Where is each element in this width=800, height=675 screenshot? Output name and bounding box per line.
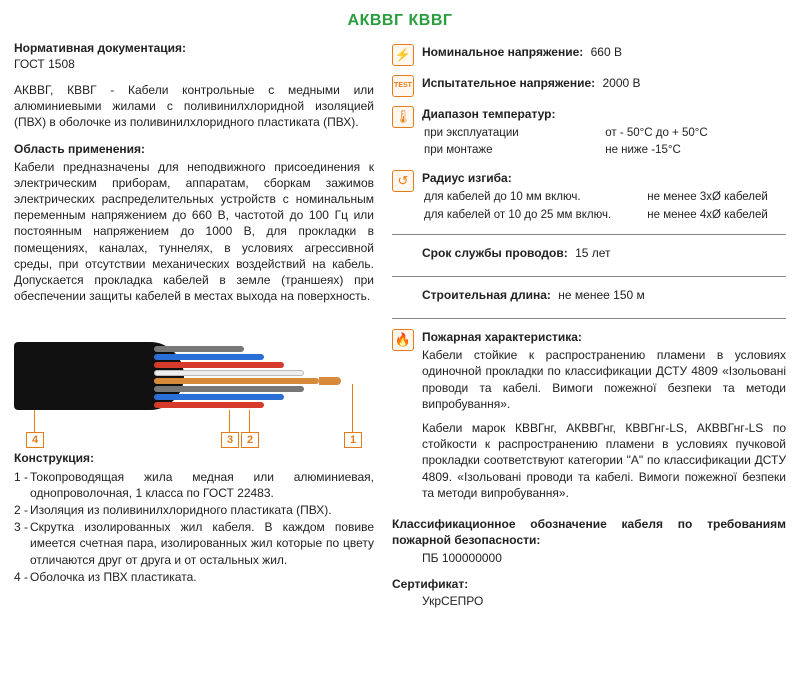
classification-value: ПБ 100000000 xyxy=(422,550,786,566)
right-column: ⚡ Номинальное напряжение: 660 В TEST Исп… xyxy=(392,40,786,609)
normative-doc: Нормативная документация: ГОСТ 1508 xyxy=(14,40,374,72)
certificate-section: Сертификат: УкрСЕПРО xyxy=(392,576,786,608)
bend-icon: ↺ xyxy=(392,170,414,192)
spec-value: 2000 В xyxy=(603,76,641,90)
cable-cores xyxy=(154,344,354,408)
spec-temperature: 🌡 Диапазон температур: при эксплуатациио… xyxy=(392,102,786,164)
classification-section: Классификационное обозначение кабеля по … xyxy=(392,516,786,567)
cable-illustration: 1 2 3 4 xyxy=(14,314,374,444)
spec-label: Диапазон температур: xyxy=(422,107,555,121)
spec-nominal-voltage: ⚡ Номинальное напряжение: 660 В xyxy=(392,40,786,69)
thermometer-icon: 🌡 xyxy=(392,106,414,128)
fire-heading: Пожарная характеристика: xyxy=(422,330,582,344)
spec-value: 660 В xyxy=(591,45,622,59)
callout-3: 3 xyxy=(221,432,239,448)
spec-label: Строительная длина: xyxy=(422,288,551,302)
construction-list: 1 -Токопроводящая жила медная или алюмин… xyxy=(14,469,374,585)
two-column-layout: Нормативная документация: ГОСТ 1508 АКВВ… xyxy=(14,40,786,609)
spec-label: Номинальное напряжение: xyxy=(422,45,583,59)
classification-heading: Классификационное обозначение кабеля по … xyxy=(392,516,786,548)
page-title: АКВВГ КВВГ xyxy=(14,10,786,32)
certificate-value: УкрСЕПРО xyxy=(422,593,786,609)
construction-section: Конструкция: 1 -Токопроводящая жила медн… xyxy=(14,450,374,585)
spec-value: 15 лет xyxy=(575,246,610,260)
callout-2: 2 xyxy=(241,432,259,448)
temperature-table: при эксплуатацииот - 50°С до + 50°С при … xyxy=(422,124,786,161)
spec-label: Испытательное напряжение: xyxy=(422,76,595,90)
normative-label: Нормативная документация: xyxy=(14,40,374,56)
fire-icon: 🔥 xyxy=(392,329,414,351)
spec-fire: 🔥 Пожарная характеристика: Кабели стойки… xyxy=(392,325,786,504)
fire-text-1: Кабели стойкие к распространению пламени… xyxy=(422,347,786,412)
scope-text: Кабели предназначены для неподвижного пр… xyxy=(14,159,374,305)
normative-value: ГОСТ 1508 xyxy=(14,56,374,72)
spec-value: не менее 150 м xyxy=(558,288,644,302)
callout-1: 1 xyxy=(344,432,362,448)
left-column: Нормативная документация: ГОСТ 1508 АКВВ… xyxy=(14,40,374,609)
intro-text: АКВВГ, КВВГ - Кабели контрольные с медны… xyxy=(14,82,374,131)
spec-label: Радиус изгиба: xyxy=(422,171,512,185)
callout-4: 4 xyxy=(26,432,44,448)
spec-build-length: Строительная длина: не менее 150 м xyxy=(392,283,786,312)
construction-heading: Конструкция: xyxy=(14,450,374,466)
voltage-icon: ⚡ xyxy=(392,44,414,66)
spec-label: Срок службы проводов: xyxy=(422,246,568,260)
certificate-heading: Сертификат: xyxy=(392,576,786,592)
test-icon: TEST xyxy=(392,75,414,97)
spec-bend-radius: ↺ Радиус изгиба: для кабелей до 10 мм вк… xyxy=(392,166,786,228)
fire-text-2: Кабели марок КВВГнг, АКВВГнг, КВВГнг-LS,… xyxy=(422,420,786,501)
scope-heading: Область применения: xyxy=(14,141,374,157)
scope-section: Область применения: Кабели предназначены… xyxy=(14,141,374,305)
bend-table: для кабелей до 10 мм включ.не менее 3хØ … xyxy=(422,188,786,225)
spec-test-voltage: TEST Испытательное напряжение: 2000 В xyxy=(392,71,786,100)
spec-service-life: Срок службы проводов: 15 лет xyxy=(392,241,786,270)
